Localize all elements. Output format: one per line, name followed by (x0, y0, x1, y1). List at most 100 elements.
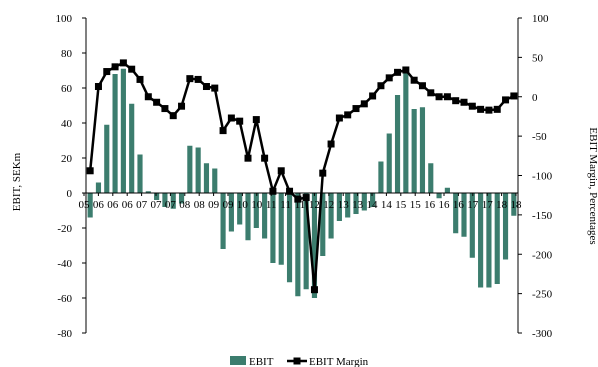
ebit-bar (278, 193, 284, 265)
x-tick-label: 10 (237, 199, 249, 211)
ebit-bar (295, 193, 301, 297)
ebit-bar (494, 193, 500, 284)
x-tick-label: 05 (79, 199, 91, 211)
ebit-bar (120, 68, 126, 193)
ebit-bar (270, 193, 276, 263)
ebit-margin-point (202, 83, 210, 91)
ebit-bar (394, 95, 401, 193)
x-tick-label: 18 (511, 199, 523, 211)
ebit-bar (262, 193, 268, 239)
ebit-margin-point (369, 92, 377, 100)
ebit-margin-point (319, 169, 327, 177)
ebit-bar (461, 193, 467, 237)
ebit-bar (386, 133, 392, 193)
x-tick-label: 15 (395, 199, 407, 211)
left-y-tick-label: -40 (57, 258, 72, 270)
ebit-bar (228, 193, 234, 232)
x-tick-label: 08 (179, 199, 191, 211)
ebit-margin-point (136, 75, 144, 83)
ebit-bar (112, 74, 118, 193)
ebit-margin-point (86, 167, 94, 175)
ebit-margin-point (485, 106, 493, 114)
ebit-bar (361, 193, 367, 211)
x-tick-label: 14 (367, 199, 379, 211)
left-y-tick-label: 0 (67, 188, 73, 200)
ebit-margin-point (111, 63, 119, 71)
right-y-axis-label: EBIT Margin, Percentages (587, 127, 598, 244)
x-tick-label: 17 (467, 199, 479, 211)
x-tick-label: 13 (352, 199, 364, 211)
ebit-margin-point (244, 154, 252, 162)
x-tick-label: 17 (482, 199, 494, 211)
ebit-margin-point (128, 65, 136, 73)
ebit-margin-point (452, 97, 460, 105)
ebit-bar (502, 193, 509, 260)
left-y-tick-label: -80 (57, 328, 72, 340)
ebit-margin-point (477, 105, 485, 113)
ebit-bar (478, 193, 484, 288)
ebit-bar (87, 193, 93, 218)
ebit-margin-point (385, 74, 393, 82)
left-y-tick-label: 100 (56, 13, 73, 25)
ebit-bar (178, 193, 185, 204)
left-y-tick-label: 80 (61, 48, 73, 60)
legend-margin-label: EBIT Margin (309, 356, 369, 367)
ebit-bar (187, 145, 193, 193)
ebit-margin-point (153, 98, 161, 106)
right-y-tick-label: 50 (532, 52, 544, 64)
right-y-ticks: 100 50 0 -50 -100 -150 -200 -250 -300 (518, 13, 553, 340)
ebit-bar (137, 154, 143, 193)
ebit-bar (378, 161, 384, 193)
x-tick-label: 11 (280, 199, 291, 211)
ebit-margin-point (427, 89, 435, 97)
x-tick-label: 13 (338, 199, 350, 211)
ebit-margin-point (227, 114, 235, 122)
x-tick-label: 07 (151, 199, 163, 211)
x-ticks: 05 06 06 06 07 07 07 08 08 09 09 10 10 11 11 11 12 12 13 13… (79, 193, 523, 211)
x-tick-label: 06 (107, 199, 119, 211)
ebit-bar (453, 193, 459, 234)
ebit-margin-point (294, 195, 302, 203)
left-y-tick-label: 20 (61, 153, 73, 165)
x-tick-label: 08 (194, 199, 206, 211)
legend-ebit-label: EBIT (249, 356, 274, 367)
ebit-bar (419, 107, 426, 193)
ebit-margin-point (178, 102, 186, 110)
right-y-tick-label: 100 (532, 13, 549, 25)
x-tick-label: 11 (295, 199, 306, 211)
ebit-margin-point (94, 83, 102, 91)
ebit-bar (245, 193, 251, 241)
left-y-tick-label: -60 (57, 293, 72, 305)
x-tick-label: 07 (165, 199, 177, 211)
ebit-bar (320, 193, 326, 256)
ebit-bar (104, 124, 110, 193)
ebit-bar (353, 193, 359, 214)
right-y-tick-label: -200 (532, 249, 553, 261)
ebit-bar (511, 193, 517, 216)
ebit-margin-point (377, 82, 385, 90)
x-tick-label: 10 (251, 199, 263, 211)
x-tick-label: 14 (381, 199, 393, 211)
ebit-bar (403, 70, 409, 193)
x-tick-label: 16 (439, 199, 451, 211)
ebit-margin-point (510, 92, 518, 100)
ebit-margin-point (144, 93, 152, 101)
ebit-bar (311, 193, 318, 298)
ebit-bar (237, 193, 243, 225)
right-y-tick-label: 0 (532, 92, 538, 104)
ebit-bar (436, 193, 442, 199)
left-y-tick-label: 60 (61, 83, 73, 95)
ebit-bar (154, 193, 160, 200)
left-y-axis-label: EBIT, SEKm (11, 152, 23, 211)
ebit-margin-point (252, 116, 260, 124)
right-y-tick-label: -300 (532, 328, 553, 340)
ebit-margin-point (310, 286, 318, 294)
ebit-margin-point (261, 154, 269, 162)
x-tick-label: 12 (309, 199, 320, 211)
ebit-margin-point (277, 167, 285, 175)
ebit-bar (486, 193, 492, 288)
ebit-margin-point (103, 68, 111, 76)
ebit-margin-point (435, 93, 443, 101)
left-y-ticks: 100 80 60 40 20 0 -20 -40 -60 -80 (56, 13, 86, 340)
